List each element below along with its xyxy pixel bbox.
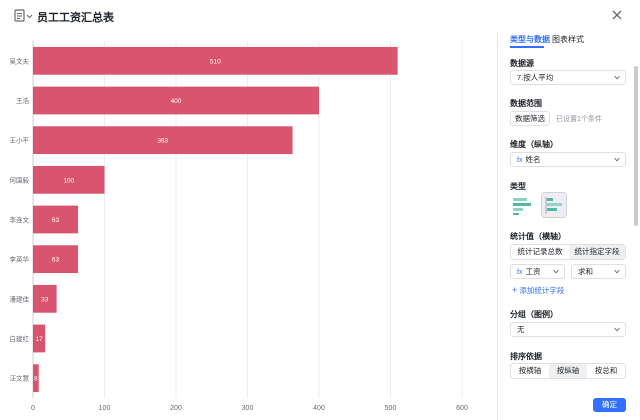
bar-value-label: 100 (63, 177, 74, 184)
y-category-label: 李英华 (10, 255, 30, 264)
chevron-down-icon (614, 157, 620, 162)
filter-hint: 已设置1个条件 (556, 116, 602, 123)
metric-field-value: 工资 (525, 267, 541, 276)
group-label: 分组（图例） (510, 310, 558, 319)
bar-value-label: 8 (34, 376, 38, 383)
active-tab-underline (510, 46, 544, 48)
chevron-down-icon (553, 269, 559, 274)
y-category-label: 李连文 (10, 215, 30, 224)
bar-value-label: 33 (41, 296, 49, 303)
count-records-option[interactable]: 统计记录总数 (517, 247, 563, 256)
specified-field-option[interactable]: 统计指定字段 (569, 245, 625, 259)
y-category-label: 吴文夫 (10, 56, 30, 65)
bar (33, 364, 39, 393)
tab-type-and-data[interactable]: 类型与数据 (510, 35, 550, 44)
data-filter-button[interactable]: 数据筛选 (510, 111, 550, 126)
add-metric-field-link[interactable]: + 添加统计字段 (512, 285, 564, 296)
bar (33, 284, 57, 313)
datasource-label: 数据源 (510, 59, 534, 68)
bar-chart: 0 100 200 300 400 500 600 吴文夫 510 王浩 400 王小平 363 何国毅 1… (10, 41, 468, 412)
confirm-button[interactable]: 确定 (593, 398, 626, 412)
table-settings-icon[interactable] (14, 9, 34, 23)
y-category-label: 王浩 (16, 96, 30, 105)
horizontal-bar-chart-icon[interactable] (541, 192, 567, 218)
formula-field-icon: fx (517, 269, 523, 276)
group-select[interactable]: 无 (510, 322, 626, 337)
x-tick-label: 600 (456, 405, 468, 412)
datasource-select[interactable]: 7.按人平均 (510, 70, 626, 85)
bar (33, 46, 398, 75)
dialog-header: 员工工资汇总表 (0, 0, 640, 32)
y-category-label: 王小平 (10, 136, 30, 145)
y-category-label: 何国毅 (10, 175, 30, 184)
sort-by-y-option[interactable]: 按纵轴 (549, 364, 587, 378)
range-label: 数据范围 (510, 99, 542, 108)
dimension-value: 姓名 (525, 155, 541, 164)
chevron-down-icon (614, 327, 620, 332)
y-category-label: 潘建佳 (10, 294, 30, 303)
panel-scrollbar[interactable] (634, 66, 638, 226)
aggregation-select[interactable]: 求和 (571, 264, 626, 279)
metric-label: 统计值（横轴） (510, 232, 566, 241)
x-tick-label: 100 (99, 405, 111, 412)
bar-value-label: 63 (52, 257, 60, 264)
y-category-label: 白建红 (10, 334, 30, 343)
plus-icon: + (512, 285, 518, 295)
bar (33, 165, 105, 194)
datasource-value: 7.按人平均 (517, 73, 554, 82)
settings-panel: 类型与数据 图表样式 数据源 7.按人平均 数据范围 数据筛选 已设置1个条件 … (497, 32, 640, 420)
tab-chart-style[interactable]: 图表样式 (552, 35, 584, 44)
formula-field-icon: fx (517, 157, 523, 164)
bar (33, 324, 46, 353)
metric-mode-switch: 统计记录总数 统计指定字段 (510, 244, 626, 260)
bar (33, 205, 79, 234)
close-icon[interactable] (610, 8, 624, 22)
chevron-down-icon (614, 75, 620, 80)
group-value: 无 (517, 325, 525, 334)
vertical-bar-chart-icon[interactable] (510, 193, 534, 217)
bar-value-label: 17 (35, 336, 43, 343)
type-label: 类型 (510, 182, 526, 191)
bar (33, 86, 319, 115)
x-tick-label: 400 (313, 405, 325, 412)
chevron-down-icon (614, 269, 620, 274)
bar (33, 126, 293, 155)
bar-value-label: 63 (52, 217, 60, 224)
bar-value-label: 510 (210, 58, 221, 65)
y-category-label: 汪文慧 (10, 374, 30, 383)
sort-by-x-option[interactable]: 按横轴 (518, 366, 542, 375)
x-tick-label: 300 (242, 405, 254, 412)
chart-preview: 0 100 200 300 400 500 600 吴文夫 510 王浩 400 王小平 363 何国毅 1… (0, 32, 497, 420)
dialog-title: 员工工资汇总表 (37, 12, 114, 24)
dimension-label: 维度（纵轴） (510, 140, 558, 149)
dimension-select[interactable]: fx 姓名 (510, 152, 626, 167)
bar-value-label: 400 (171, 98, 182, 105)
sort-label: 排序依据 (510, 352, 542, 361)
aggregation-value: 求和 (578, 267, 593, 276)
add-metric-field-label: 添加统计字段 (519, 286, 565, 295)
x-tick-label: 500 (385, 405, 397, 412)
sort-switch: 按横轴 按纵轴 按总和 (510, 363, 626, 379)
sort-by-total-option[interactable]: 按总和 (594, 366, 618, 375)
x-tick-label: 0 (31, 405, 35, 412)
bar-value-label: 363 (157, 138, 168, 145)
metric-field-select[interactable]: fx 工资 (510, 264, 565, 279)
bar (33, 245, 79, 274)
x-tick-label: 200 (170, 405, 182, 412)
